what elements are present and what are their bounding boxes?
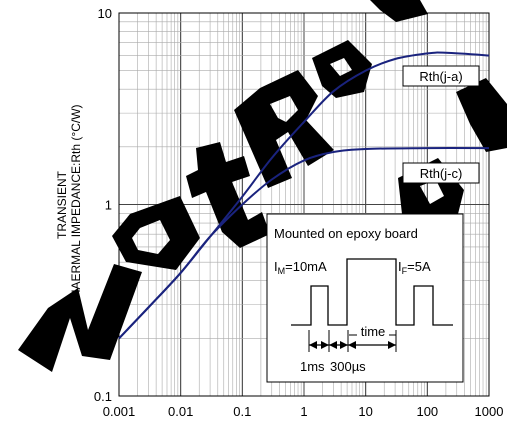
x-tick-label: 100 bbox=[416, 404, 438, 419]
label-rth-ja: Rth(j-a) bbox=[402, 65, 480, 87]
watermark-c bbox=[370, 0, 428, 22]
y-axis-label-line1: TRANSIENT bbox=[55, 170, 69, 239]
label-rth-ja-text: Rth(j-a) bbox=[419, 69, 462, 84]
label-rth-jc: Rth(j-c) bbox=[402, 162, 480, 184]
x-tick-label: 0.1 bbox=[233, 404, 251, 419]
plot-frame bbox=[118, 12, 490, 397]
y-tick-label: 1 bbox=[105, 198, 112, 213]
y-tick-label: 10 bbox=[98, 6, 112, 21]
x-tick-labels: 0.001 0.01 0.1 1 10 100 1000 bbox=[103, 404, 504, 419]
series-line-rth-jc bbox=[118, 147, 490, 340]
inset-t2-label: 300µs bbox=[330, 359, 366, 374]
x-tick-label: 0.001 bbox=[103, 404, 136, 419]
watermark-t bbox=[186, 142, 270, 248]
inset: Mounted on epoxy board IM=10mA IF=5A tim… bbox=[266, 213, 464, 383]
curves bbox=[118, 51, 490, 340]
dim-arrowheads bbox=[309, 341, 396, 349]
label-rth-ja-box bbox=[402, 65, 480, 87]
watermark-o bbox=[112, 196, 200, 270]
x-tick-label: 1 bbox=[300, 404, 307, 419]
x-tick-label: 10 bbox=[358, 404, 372, 419]
watermark-w bbox=[456, 78, 507, 152]
inset-time-label: time bbox=[361, 324, 386, 339]
y-tick-label: 0.1 bbox=[94, 389, 112, 404]
y-tick-labels: 0.1 1 10 bbox=[94, 6, 112, 404]
inset-t1-label: 1ms bbox=[300, 359, 325, 374]
inset-im-label: IM=10mA bbox=[274, 259, 327, 276]
inset-box bbox=[266, 213, 464, 383]
y-axis-label-line2: THAERMAL IMPEDANCE:Rth (°C/W) bbox=[69, 104, 83, 305]
label-rth-jc-text: Rth(j-c) bbox=[420, 166, 463, 181]
watermark-e-1 bbox=[312, 40, 372, 98]
inset-waveform bbox=[291, 258, 453, 326]
watermark-N bbox=[18, 264, 142, 372]
x-tick-label: 1000 bbox=[475, 404, 504, 419]
x-tick-label: 0.01 bbox=[168, 404, 193, 419]
label-rth-jc-box bbox=[402, 162, 480, 184]
inset-if-label: IF=5A bbox=[398, 259, 431, 276]
inset-title: Mounted on epoxy board bbox=[274, 226, 418, 241]
